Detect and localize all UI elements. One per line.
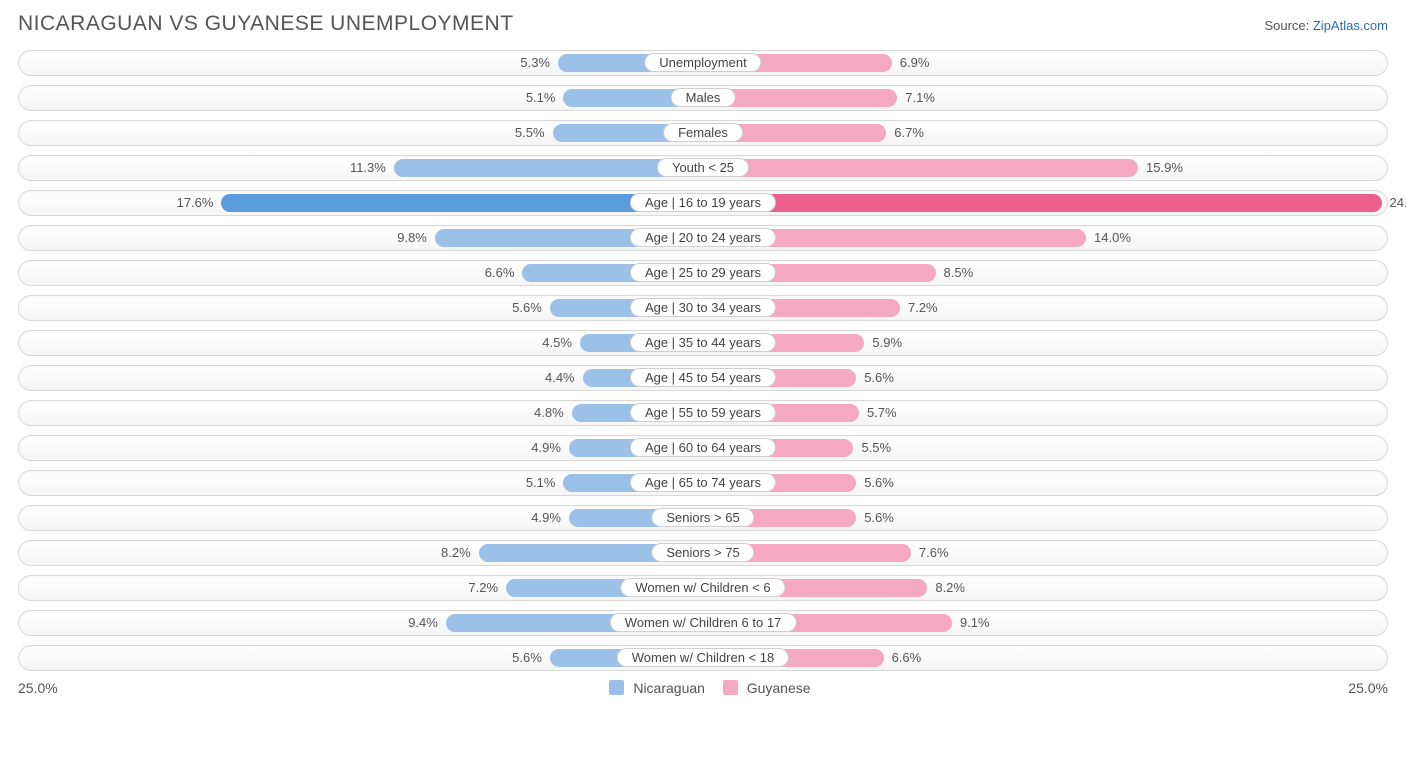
- value-left: 5.1%: [526, 90, 556, 105]
- value-right: 6.6%: [892, 650, 922, 665]
- bar-right: [703, 159, 1138, 177]
- category-label: Age | 30 to 34 years: [630, 298, 776, 317]
- value-right: 8.5%: [944, 265, 974, 280]
- value-left: 5.3%: [520, 55, 550, 70]
- value-right: 5.6%: [864, 370, 894, 385]
- value-left: 17.6%: [177, 195, 214, 210]
- value-left: 4.4%: [545, 370, 575, 385]
- chart-footer: 25.0% Nicaraguan Guyanese 25.0%: [18, 680, 1388, 696]
- value-left: 4.9%: [531, 440, 561, 455]
- chart-header: NICARAGUAN VS GUYANESE UNEMPLOYMENT Sour…: [18, 12, 1388, 36]
- value-left: 5.6%: [512, 300, 542, 315]
- value-right: 7.6%: [919, 545, 949, 560]
- value-right: 7.1%: [905, 90, 935, 105]
- category-label: Seniors > 65: [651, 508, 754, 527]
- category-label: Youth < 25: [657, 158, 749, 177]
- value-left: 5.1%: [526, 475, 556, 490]
- chart-row: 9.8% 14.0% Age | 20 to 24 years: [18, 225, 1388, 251]
- chart-row: 7.2% 8.2% Women w/ Children < 6: [18, 575, 1388, 601]
- value-right: 24.8%: [1390, 195, 1406, 210]
- source-link[interactable]: ZipAtlas.com: [1313, 18, 1388, 33]
- chart-source: Source: ZipAtlas.com: [1264, 18, 1388, 33]
- value-right: 5.6%: [864, 475, 894, 490]
- category-label: Age | 60 to 64 years: [630, 438, 776, 457]
- value-right: 8.2%: [935, 580, 965, 595]
- chart-row: 5.1% 5.6% Age | 65 to 74 years: [18, 470, 1388, 496]
- chart-row: 6.6% 8.5% Age | 25 to 29 years: [18, 260, 1388, 286]
- category-label: Women w/ Children < 6: [620, 578, 785, 597]
- legend: Nicaraguan Guyanese: [58, 680, 1349, 696]
- value-right: 5.5%: [861, 440, 891, 455]
- legend-swatch-left: [609, 680, 624, 695]
- diverging-bar-chart: 5.3% 6.9% Unemployment 5.1% 7.1% Males 5.5% 6.7…: [18, 50, 1388, 671]
- chart-row: 5.1% 7.1% Males: [18, 85, 1388, 111]
- category-label: Age | 45 to 54 years: [630, 368, 776, 387]
- value-right: 7.2%: [908, 300, 938, 315]
- chart-row: 8.2% 7.6% Seniors > 75: [18, 540, 1388, 566]
- value-right: 5.9%: [872, 335, 902, 350]
- chart-row: 4.4% 5.6% Age | 45 to 54 years: [18, 365, 1388, 391]
- category-label: Seniors > 75: [651, 543, 754, 562]
- axis-max-right: 25.0%: [1348, 680, 1388, 696]
- value-left: 4.5%: [542, 335, 572, 350]
- value-right: 6.9%: [900, 55, 930, 70]
- legend-label-right: Guyanese: [747, 680, 811, 696]
- chart-row: 9.4% 9.1% Women w/ Children 6 to 17: [18, 610, 1388, 636]
- chart-row: 5.6% 6.6% Women w/ Children < 18: [18, 645, 1388, 671]
- chart-row: 4.5% 5.9% Age | 35 to 44 years: [18, 330, 1388, 356]
- chart-row: 5.5% 6.7% Females: [18, 120, 1388, 146]
- value-left: 7.2%: [468, 580, 498, 595]
- legend-label-left: Nicaraguan: [633, 680, 705, 696]
- value-right: 5.7%: [867, 405, 897, 420]
- value-left: 6.6%: [485, 265, 515, 280]
- legend-swatch-right: [723, 680, 738, 695]
- value-right: 6.7%: [894, 125, 924, 140]
- chart-row: 11.3% 15.9% Youth < 25: [18, 155, 1388, 181]
- value-left: 4.9%: [531, 510, 561, 525]
- value-left: 9.8%: [397, 230, 427, 245]
- category-label: Women w/ Children < 18: [617, 648, 789, 667]
- chart-row: 5.6% 7.2% Age | 30 to 34 years: [18, 295, 1388, 321]
- value-left: 4.8%: [534, 405, 564, 420]
- chart-title: NICARAGUAN VS GUYANESE UNEMPLOYMENT: [18, 12, 514, 36]
- value-right: 9.1%: [960, 615, 990, 630]
- value-left: 9.4%: [408, 615, 438, 630]
- chart-row: 4.9% 5.6% Seniors > 65: [18, 505, 1388, 531]
- category-label: Age | 16 to 19 years: [630, 193, 776, 212]
- chart-row: 4.9% 5.5% Age | 60 to 64 years: [18, 435, 1388, 461]
- value-right: 5.6%: [864, 510, 894, 525]
- chart-row: 4.8% 5.7% Age | 55 to 59 years: [18, 400, 1388, 426]
- category-label: Age | 35 to 44 years: [630, 333, 776, 352]
- category-label: Women w/ Children 6 to 17: [610, 613, 797, 632]
- category-label: Unemployment: [644, 53, 761, 72]
- value-left: 8.2%: [441, 545, 471, 560]
- value-right: 15.9%: [1146, 160, 1183, 175]
- category-label: Age | 65 to 74 years: [630, 473, 776, 492]
- value-left: 11.3%: [350, 160, 386, 175]
- category-label: Males: [671, 88, 736, 107]
- category-label: Females: [663, 123, 743, 142]
- category-label: Age | 25 to 29 years: [630, 263, 776, 282]
- value-right: 14.0%: [1094, 230, 1131, 245]
- value-left: 5.5%: [515, 125, 545, 140]
- value-left: 5.6%: [512, 650, 542, 665]
- bar-right: [703, 194, 1382, 212]
- chart-row: 5.3% 6.9% Unemployment: [18, 50, 1388, 76]
- axis-max-left: 25.0%: [18, 680, 58, 696]
- chart-row: 17.6%24.8%Age | 16 to 19 years: [18, 190, 1388, 216]
- category-label: Age | 55 to 59 years: [630, 403, 776, 422]
- category-label: Age | 20 to 24 years: [630, 228, 776, 247]
- source-prefix: Source:: [1264, 18, 1312, 33]
